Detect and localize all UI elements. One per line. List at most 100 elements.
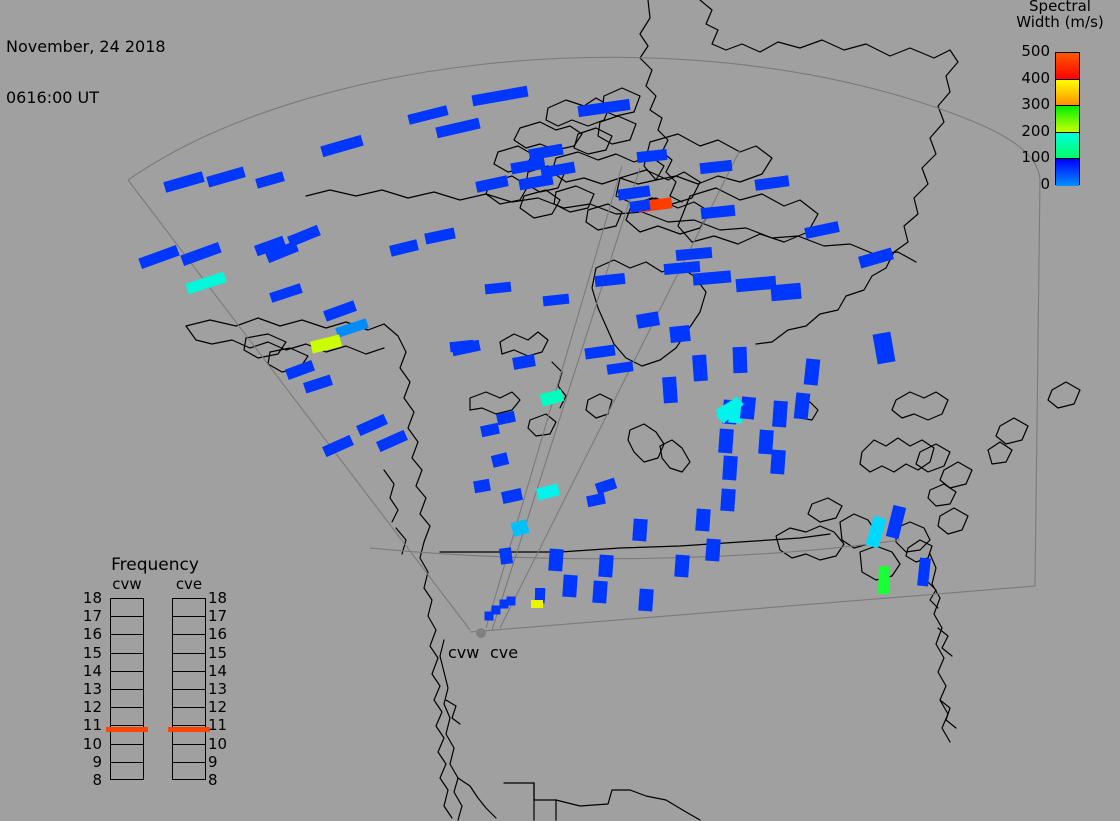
backscatter-cell[interactable] — [917, 557, 931, 587]
backscatter-cell[interactable] — [606, 361, 634, 375]
backscatter-cell[interactable] — [449, 339, 475, 353]
backscatter-cell[interactable] — [407, 105, 449, 125]
backscatter-cell[interactable] — [389, 239, 419, 257]
backscatter-cell[interactable] — [872, 331, 896, 365]
backscatter-cell[interactable] — [638, 588, 654, 612]
backscatter-cell[interactable] — [770, 449, 786, 475]
backscatter-cell[interactable] — [562, 574, 578, 598]
backscatter-cell[interactable] — [586, 492, 606, 508]
backscatter-cell[interactable] — [284, 360, 316, 380]
backscatter-cell[interactable] — [138, 244, 180, 270]
backscatter-cell[interactable] — [309, 334, 343, 354]
backscatter-cell[interactable] — [500, 488, 524, 504]
backscatter-cell[interactable] — [320, 134, 364, 158]
backscatter-cell[interactable] — [265, 240, 299, 264]
backscatter-cell[interactable] — [739, 396, 757, 420]
backscatter-cell[interactable] — [335, 318, 369, 338]
frequency-scale-cve[interactable] — [172, 598, 206, 780]
backscatter-cell[interactable] — [180, 241, 222, 267]
backscatter-cell[interactable] — [376, 429, 408, 453]
backscatter-cell[interactable] — [716, 396, 744, 424]
backscatter-cell[interactable] — [577, 98, 631, 118]
backscatter-cell[interactable] — [718, 428, 734, 454]
backscatter-cell[interactable] — [535, 588, 545, 600]
backscatter-cells[interactable] — [138, 85, 931, 621]
backscatter-cell[interactable] — [435, 117, 481, 139]
backscatter-cell[interactable] — [269, 283, 303, 303]
backscatter-cell[interactable] — [471, 85, 529, 107]
backscatter-cell[interactable] — [803, 358, 821, 386]
backscatter-cell[interactable] — [699, 159, 733, 175]
backscatter-cell[interactable] — [700, 204, 736, 220]
backscatter-cell[interactable] — [480, 422, 500, 438]
backscatter-cell[interactable] — [598, 554, 614, 578]
backscatter-cell[interactable] — [540, 161, 576, 179]
backscatter-cell[interactable] — [323, 300, 357, 322]
backscatter-cell[interactable] — [484, 281, 512, 295]
backscatter-cell[interactable] — [617, 185, 651, 201]
backscatter-cell[interactable] — [878, 565, 890, 595]
backscatter-cell[interactable] — [674, 554, 690, 578]
backscatter-cell[interactable] — [548, 548, 564, 572]
backscatter-cell[interactable] — [720, 488, 736, 512]
frequency-scale-cvw[interactable] — [110, 598, 144, 780]
backscatter-cell[interactable] — [754, 175, 790, 191]
backscatter-cell[interactable] — [584, 344, 616, 360]
backscatter-cell[interactable] — [804, 221, 840, 239]
backscatter-cell[interactable] — [695, 508, 711, 532]
backscatter-cell[interactable] — [636, 148, 668, 164]
backscatter-cell[interactable] — [528, 143, 564, 161]
backscatter-cell[interactable] — [491, 605, 501, 615]
backscatter-cell[interactable] — [669, 324, 691, 344]
backscatter-cell[interactable] — [692, 354, 708, 382]
backscatter-cell[interactable] — [255, 171, 285, 189]
backscatter-cell[interactable] — [722, 455, 738, 481]
backscatter-cell[interactable] — [732, 346, 748, 374]
backscatter-cell[interactable] — [302, 374, 334, 394]
backscatter-cell[interactable] — [770, 282, 802, 302]
backscatter-cell[interactable] — [632, 518, 648, 542]
backscatter-cell[interactable] — [484, 611, 494, 621]
backscatter-cell[interactable] — [539, 389, 565, 407]
backscatter-cell[interactable] — [499, 599, 509, 609]
backscatter-cell[interactable] — [510, 157, 546, 175]
backscatter-cell[interactable] — [473, 478, 491, 494]
backscatter-cell[interactable] — [510, 519, 530, 537]
backscatter-cell[interactable] — [496, 410, 516, 426]
backscatter-cell[interactable] — [254, 235, 286, 257]
backscatter-cell[interactable] — [885, 504, 907, 540]
backscatter-cell[interactable] — [675, 246, 713, 262]
backscatter-cell[interactable] — [865, 515, 887, 549]
backscatter-cell[interactable] — [490, 452, 510, 468]
backscatter-cell[interactable] — [793, 392, 811, 420]
backscatter-cell[interactable] — [629, 199, 651, 213]
backscatter-cell[interactable] — [535, 483, 561, 501]
backscatter-cell[interactable] — [705, 538, 721, 562]
backscatter-cell[interactable] — [594, 477, 618, 495]
backscatter-cell[interactable] — [322, 434, 354, 458]
backscatter-cell[interactable] — [531, 600, 543, 608]
backscatter-cell[interactable] — [542, 293, 570, 307]
radar-site-marker[interactable] — [476, 628, 486, 638]
backscatter-cell[interactable] — [858, 247, 894, 269]
backscatter-cell[interactable] — [772, 400, 788, 428]
backscatter-cell[interactable] — [498, 547, 514, 565]
backscatter-cell[interactable] — [185, 271, 227, 295]
backscatter-cell[interactable] — [594, 272, 626, 288]
backscatter-cell[interactable] — [758, 429, 774, 455]
backscatter-cell[interactable] — [592, 580, 608, 604]
backscatter-cell[interactable] — [475, 175, 509, 193]
backscatter-cell[interactable] — [512, 354, 536, 370]
backscatter-cell[interactable] — [635, 311, 661, 329]
backscatter-cell[interactable] — [692, 270, 732, 286]
backscatter-cell[interactable] — [206, 166, 246, 188]
backscatter-cell[interactable] — [663, 260, 701, 276]
backscatter-cell[interactable] — [424, 227, 456, 245]
backscatter-cell[interactable] — [356, 413, 388, 437]
backscatter-cell[interactable] — [287, 224, 321, 248]
backscatter-cell[interactable] — [163, 171, 205, 193]
backscatter-cell[interactable] — [735, 275, 777, 293]
colorbar-scale[interactable] — [1055, 52, 1080, 186]
backscatter-cell[interactable] — [662, 376, 678, 404]
backscatter-cell[interactable] — [506, 596, 516, 606]
